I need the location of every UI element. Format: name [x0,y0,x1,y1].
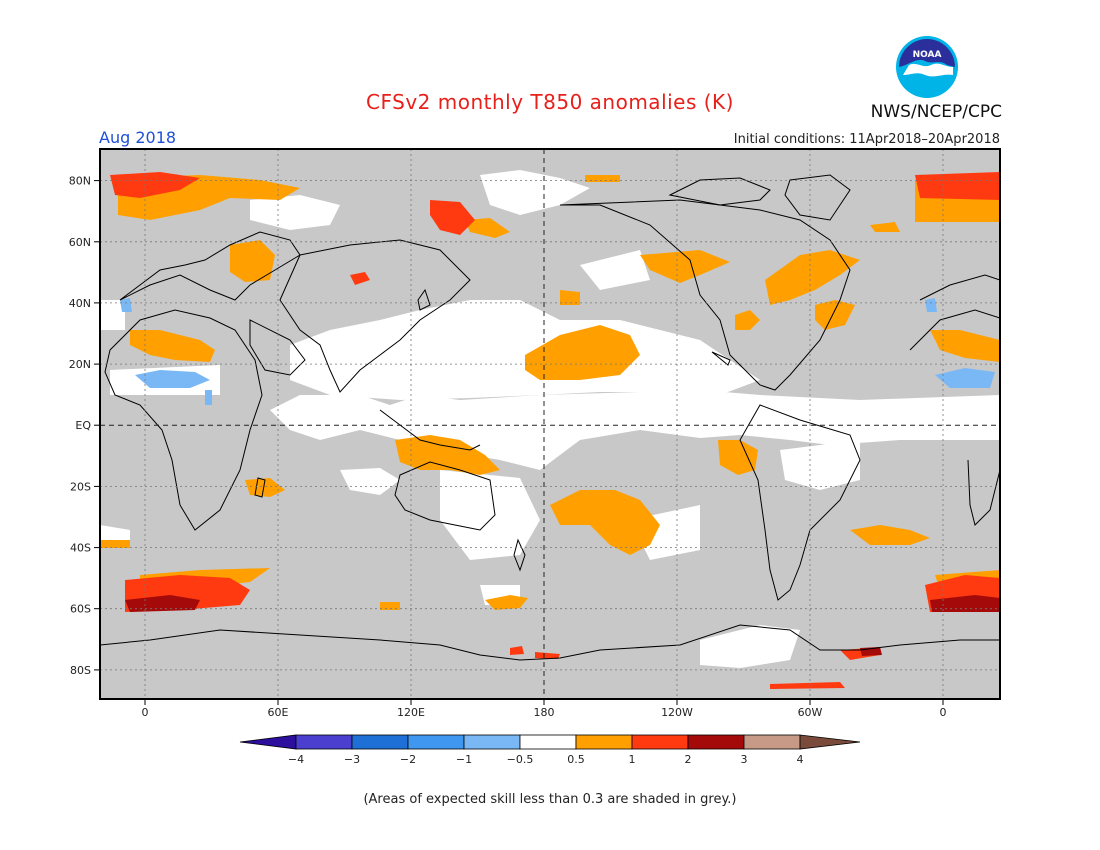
colorbar-label: −2 [400,753,416,766]
latitude-labels: 80N 60N 40N 20N EQ 20S 40S 60S 80S [69,175,92,677]
lat-label: 60S [70,603,91,616]
colorbar-high-arrow [799,734,861,750]
equator-and-dateline [100,149,1000,699]
colorbar-swatch [351,734,409,750]
initial-conditions: Initial conditions: 11Apr2018–20Apr2018 [733,132,1000,147]
lat-label: EQ [75,419,91,432]
chart-title: CFSv2 monthly T850 anomalies (K) [366,90,734,114]
colorbar-label: −0.5 [507,753,534,766]
colorbar-swatch [519,734,577,750]
longitude-labels: 0 60E 120E 180 120W 60W 0 [142,706,947,719]
lon-label: 0 [142,706,149,719]
lat-label: 40S [70,542,91,555]
skill-footnote: (Areas of expected skill less than 0.3 a… [363,792,737,807]
lat-label: 80S [70,664,91,677]
lat-label: 20S [70,480,91,493]
colorbar-label: −4 [288,753,304,766]
colorbar [239,734,861,750]
colorbar-label: −1 [456,753,472,766]
colorbar-swatch [631,734,689,750]
valid-month: Aug 2018 [99,128,177,147]
lon-label: 0 [940,706,947,719]
colorbar-label: 4 [797,753,804,766]
anomaly-regions-cool-1 [120,298,995,405]
lat-label: 60N [69,236,91,249]
colorbar-label: 3 [741,753,748,766]
graticule [100,149,1000,699]
plot-frame [99,148,1001,700]
colorbar-low-arrow [239,734,297,750]
lon-label: 120E [397,706,425,719]
colorbar-swatch [743,734,801,750]
coastlines [100,174,1000,661]
lon-label: 180 [534,706,555,719]
colorbar-labels: −4 −3 −2 −1 −0.5 0.5 1 2 3 4 [288,753,804,766]
lat-label: 20N [69,358,91,371]
colorbar-label: 0.5 [567,753,585,766]
axis-ticks [94,180,944,705]
colorbar-swatch [575,734,633,750]
lat-label: 80N [69,175,91,188]
lon-label: 60E [268,706,289,719]
colorbar-label: 2 [685,753,692,766]
colorbar-swatch [687,734,745,750]
anomaly-regions-warm-3 [125,595,1000,656]
colorbar-swatch [407,734,465,750]
lat-label: 40N [69,297,91,310]
lon-label: 60W [798,706,823,719]
colorbar-swatch [295,734,353,750]
lon-label: 120W [661,706,693,719]
colorbar-swatch [463,734,521,750]
colorbar-label: −3 [344,753,360,766]
noaa-logo: NOAA [896,36,958,98]
logo-text: NOAA [913,50,942,60]
colorbar-label: 1 [629,753,636,766]
agency-label: NWS/NCEP/CPC [870,102,1002,122]
